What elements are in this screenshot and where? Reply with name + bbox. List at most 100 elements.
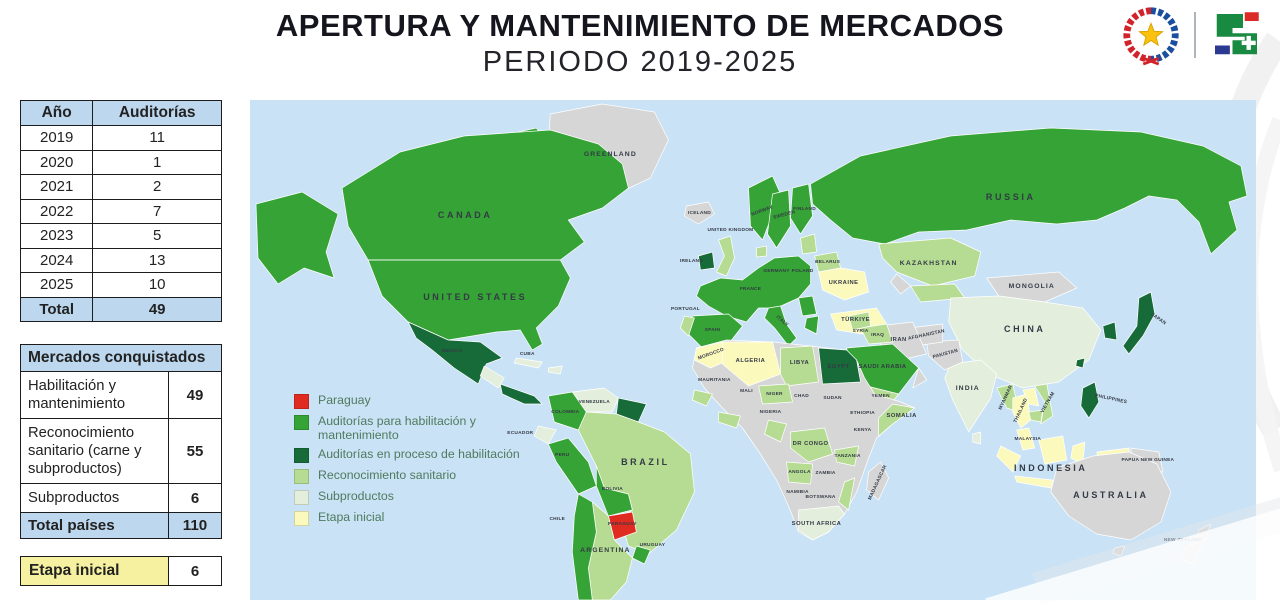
legend-swatch-icon <box>294 394 309 409</box>
market-label: Reconocimiento sanitario (carne y subpro… <box>20 418 169 485</box>
country-iraq <box>860 323 893 345</box>
country-label: POLAND <box>792 268 814 274</box>
legend-label: Etapa inicial <box>318 510 385 525</box>
country-label: ANGOLA <box>788 469 811 475</box>
country-angola <box>786 461 813 485</box>
country-label: LIBYA <box>790 360 810 366</box>
country-label: CANADA <box>438 210 493 220</box>
audit-row: 2022 7 <box>19 198 222 224</box>
markets-table-title: Mercados conquistados <box>20 344 222 372</box>
audit-table-body: 2019 11 2020 1 2021 2 2022 7 2023 5 2024 13 2025 10 <box>19 125 222 298</box>
initial-stage-table: Etapa inicial 6 <box>20 556 222 587</box>
audit-count: 10 <box>92 272 222 298</box>
country-label: GERMANY <box>763 268 790 274</box>
country-label: SOUTH AFRICA <box>792 521 842 527</box>
country-label: SAUDI ARABIA <box>859 364 907 370</box>
logo-group <box>1120 4 1264 66</box>
country-label: NIGERIA <box>760 409 782 415</box>
audits-total-row: Total 49 <box>19 296 222 322</box>
markets-total-label: Total países <box>20 512 169 540</box>
country-tanzania <box>834 445 859 467</box>
legend-item: Paraguay <box>294 393 524 409</box>
audit-row: 2019 11 <box>19 125 222 151</box>
country-label: INDONESIA <box>1014 463 1087 473</box>
country-label: ETHIOPIA <box>850 410 875 416</box>
country-label: URUGUAY <box>640 542 666 548</box>
country-label: BELARUS <box>815 259 840 265</box>
country-label: PAPUA NEW GUINEA <box>1121 457 1174 463</box>
audit-count: 5 <box>92 223 222 249</box>
country-label: BOLIVIA <box>602 486 624 492</box>
page-subtitle: PERIODO 2019-2025 <box>482 46 798 78</box>
country-syria <box>848 311 871 331</box>
country-chile <box>571 493 597 600</box>
country-niger <box>758 383 793 405</box>
country-label: ECUADOR <box>507 430 533 436</box>
country-ireland <box>698 251 715 271</box>
country-algeria <box>722 341 781 387</box>
market-row: Reconocimiento sanitario (carne y subpro… <box>20 418 222 485</box>
country-cuba <box>513 357 543 369</box>
country-pakistan <box>926 339 964 371</box>
country-sweden <box>767 189 791 249</box>
audit-count: 2 <box>92 174 222 200</box>
country-label: GREENLAND <box>584 151 637 158</box>
country-japan <box>1122 291 1156 355</box>
country-philippines <box>1080 381 1100 419</box>
legend-swatch-icon <box>294 511 309 527</box>
country-iceland <box>684 201 715 225</box>
initial-stage-value: 6 <box>168 556 222 587</box>
country-ecuador <box>533 425 557 445</box>
country-label: VENEZUELA <box>579 399 611 405</box>
country-label: ARGENTINA <box>580 547 630 554</box>
audit-count: 11 <box>92 125 222 151</box>
star-icon <box>1138 22 1164 47</box>
audit-year: 2019 <box>19 125 94 151</box>
audit-count: 1 <box>92 149 222 175</box>
audit-year: 2025 <box>19 272 94 298</box>
country-label: ALGERIA <box>736 358 766 364</box>
senacsa-logo <box>1215 12 1259 55</box>
country-canada <box>341 129 629 261</box>
initial-stage-label: Etapa inicial <box>20 556 169 587</box>
country-label: TÜRKIYE <box>841 316 870 323</box>
country-label: KAZAKHSTAN <box>900 260 958 267</box>
country-label: MONGOLIA <box>1009 283 1055 290</box>
country-portugal <box>680 315 695 337</box>
country-united-kingdom <box>716 235 735 277</box>
country-somalia <box>878 403 916 437</box>
market-label: Subproductos <box>20 483 169 514</box>
country-label: PORTUGAL <box>671 306 700 312</box>
country-morocco <box>694 341 729 369</box>
country-label: NAMIBIA <box>786 489 809 495</box>
legend-label: Reconocimiento sanitario <box>318 468 457 483</box>
country-label: PERU <box>555 452 570 458</box>
markets-total-value: 110 <box>168 512 222 540</box>
sidebar: Año Auditorías 2019 11 2020 1 2021 2 2022 7 2023… <box>19 100 224 587</box>
page-title: APERTURA Y MANTENIMIENTO DE MERCADOS <box>275 8 1005 43</box>
paraguay-coat-of-arms-logo <box>1123 7 1179 66</box>
country-label: MALI <box>740 388 753 394</box>
audit-year: 2020 <box>19 149 94 175</box>
legend-swatch-icon <box>294 448 309 464</box>
audit-row: 2025 10 <box>19 272 222 298</box>
country-label: BOTSWANA <box>806 494 836 500</box>
country-libya <box>780 345 819 387</box>
audit-row: 2023 5 <box>19 223 222 249</box>
country-label: EGYPT <box>828 364 850 370</box>
audit-count: 7 <box>92 198 222 224</box>
country-sri-lanka <box>972 431 982 445</box>
legend-item: Auditorías en proceso de habilitación <box>294 447 524 464</box>
map-legend: Paraguay Auditorías para habilitación y m… <box>294 393 524 531</box>
country-label: MEXICO <box>442 348 462 354</box>
markets-total-row: Total países 110 <box>20 512 222 540</box>
country-alaska <box>255 191 339 285</box>
audit-row: 2024 13 <box>19 247 222 273</box>
legend-label: Auditorías para habilitación y mantenimi… <box>318 414 476 443</box>
market-label: Habilitación y mantenimiento <box>20 370 169 420</box>
country-south-korea <box>1102 321 1118 341</box>
audits-total-value: 49 <box>92 296 222 322</box>
audit-row: 2021 2 <box>19 174 222 200</box>
audit-count: 13 <box>92 247 222 273</box>
